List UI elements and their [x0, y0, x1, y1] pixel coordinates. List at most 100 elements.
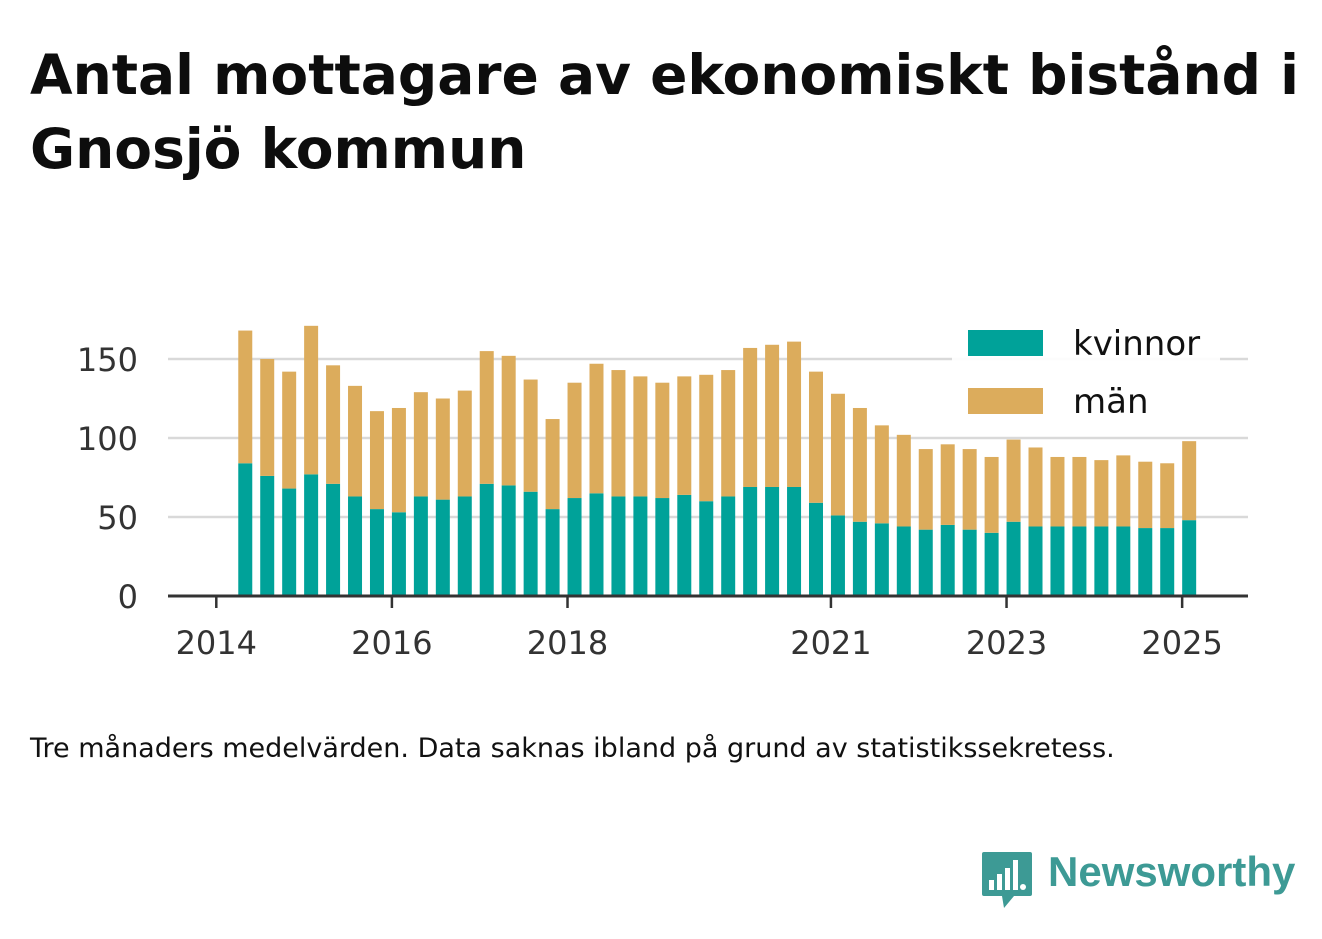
bar-kvinnor: [1094, 526, 1109, 596]
bar-kvinnor: [348, 496, 363, 596]
bar-man: [918, 449, 933, 530]
bar-kvinnor: [896, 526, 911, 596]
bar-kvinnor: [435, 499, 450, 596]
legend-swatch: [968, 388, 1043, 414]
bar-kvinnor: [940, 524, 955, 596]
x-tick-label: 2014: [176, 624, 257, 662]
bar-man: [962, 449, 977, 530]
bar-kvinnor: [304, 474, 319, 596]
chart-title: Antal mottagare av ekonomiskt bistånd i …: [30, 43, 1300, 181]
bar-kvinnor: [369, 509, 384, 596]
bar-kvinnor: [633, 496, 648, 596]
y-tick-label: 0: [118, 578, 138, 616]
bar-man: [1160, 463, 1175, 529]
bar-kvinnor: [962, 529, 977, 596]
bar-man: [479, 351, 494, 484]
bar-kvinnor: [457, 496, 472, 596]
bars: [238, 325, 1197, 596]
y-tick-label: 50: [97, 499, 138, 537]
bar-kvinnor: [1138, 528, 1153, 596]
bar-man: [721, 370, 736, 497]
bar-kvinnor: [479, 483, 494, 596]
bar-man: [984, 456, 999, 533]
bar-man: [567, 382, 582, 499]
bar-man: [1028, 447, 1043, 527]
x-tick-label: 2018: [527, 624, 608, 662]
bar-man: [1050, 456, 1065, 527]
bar-kvinnor: [721, 496, 736, 596]
bar-kvinnor: [611, 496, 626, 596]
bar-man: [501, 355, 516, 486]
bar-man: [1182, 441, 1197, 521]
bar-kvinnor: [326, 483, 341, 596]
bar-man: [699, 374, 714, 502]
bar-man: [1072, 456, 1087, 527]
bar-kvinnor: [1182, 520, 1197, 596]
bar-kvinnor: [1116, 526, 1131, 596]
bar-kvinnor: [238, 463, 253, 596]
bar-man: [1094, 460, 1109, 527]
bar-kvinnor: [1050, 526, 1065, 596]
bar-man: [326, 365, 341, 484]
x-tick-label: 2025: [1141, 624, 1222, 662]
bar-kvinnor: [874, 523, 889, 596]
bar-man: [304, 325, 319, 475]
bar-kvinnor: [545, 509, 560, 596]
bar-man: [260, 359, 275, 476]
bar-kvinnor: [809, 502, 823, 596]
stacked-bar-chart: 0 50 100 150 2014 2016 2018 2021 2023 2025 kvinno…: [76, 316, 1248, 662]
bar-man: [874, 425, 889, 524]
bar-man: [896, 434, 911, 527]
bar-kvinnor: [699, 501, 714, 596]
bar-kvinnor: [282, 488, 297, 596]
bar-man: [611, 370, 626, 497]
bar-kvinnor: [413, 496, 428, 596]
y-tick-label: 100: [77, 420, 138, 458]
bar-man: [787, 341, 802, 487]
bar-kvinnor: [567, 498, 582, 596]
bar-kvinnor: [852, 521, 867, 596]
bar-man: [1138, 461, 1153, 529]
bar-man: [852, 407, 867, 522]
bar-man: [743, 347, 758, 487]
bar-man: [765, 344, 780, 487]
bar-man: [655, 382, 670, 499]
x-tick-label: 2023: [966, 624, 1047, 662]
bar-man: [413, 392, 428, 497]
legend-label: kvinnor: [1073, 324, 1200, 364]
bar-man: [940, 444, 955, 525]
bar-kvinnor: [984, 532, 999, 596]
bar-kvinnor: [589, 493, 604, 596]
bar-kvinnor: [787, 486, 802, 596]
bar-kvinnor: [1006, 521, 1021, 596]
newsworthy-bar-chart-icon: [982, 852, 1032, 908]
bar-kvinnor: [391, 512, 406, 596]
bar-man: [238, 330, 253, 464]
bar-man: [633, 376, 648, 497]
bar-kvinnor: [1160, 528, 1175, 596]
bar-kvinnor: [743, 486, 758, 596]
bar-kvinnor: [501, 485, 516, 596]
brand-name: Newsworthy: [1048, 848, 1296, 895]
legend-label: män: [1073, 382, 1149, 422]
bar-man: [1006, 439, 1021, 522]
axes: 0 50 100 150 2014 2016 2018 2021 2023 2025: [77, 341, 1248, 662]
bar-kvinnor: [765, 486, 780, 596]
bar-man: [523, 379, 538, 492]
bar-man: [677, 376, 692, 495]
bar-kvinnor: [655, 498, 670, 596]
chart-note: Tre månaders medelvärden. Data saknas ib…: [30, 733, 1115, 764]
bar-man: [457, 390, 472, 497]
bar-man: [435, 398, 450, 500]
bar-man: [809, 371, 823, 503]
x-tick-label: 2021: [790, 624, 871, 662]
bar-man: [391, 407, 406, 513]
bar-man: [282, 371, 297, 489]
bar-man: [369, 411, 384, 510]
legend: kvinnor män: [952, 316, 1220, 434]
bar-man: [589, 363, 604, 494]
bar-man: [830, 393, 845, 516]
bar-kvinnor: [918, 529, 933, 596]
legend-swatch: [968, 330, 1043, 356]
bar-kvinnor: [677, 494, 692, 596]
